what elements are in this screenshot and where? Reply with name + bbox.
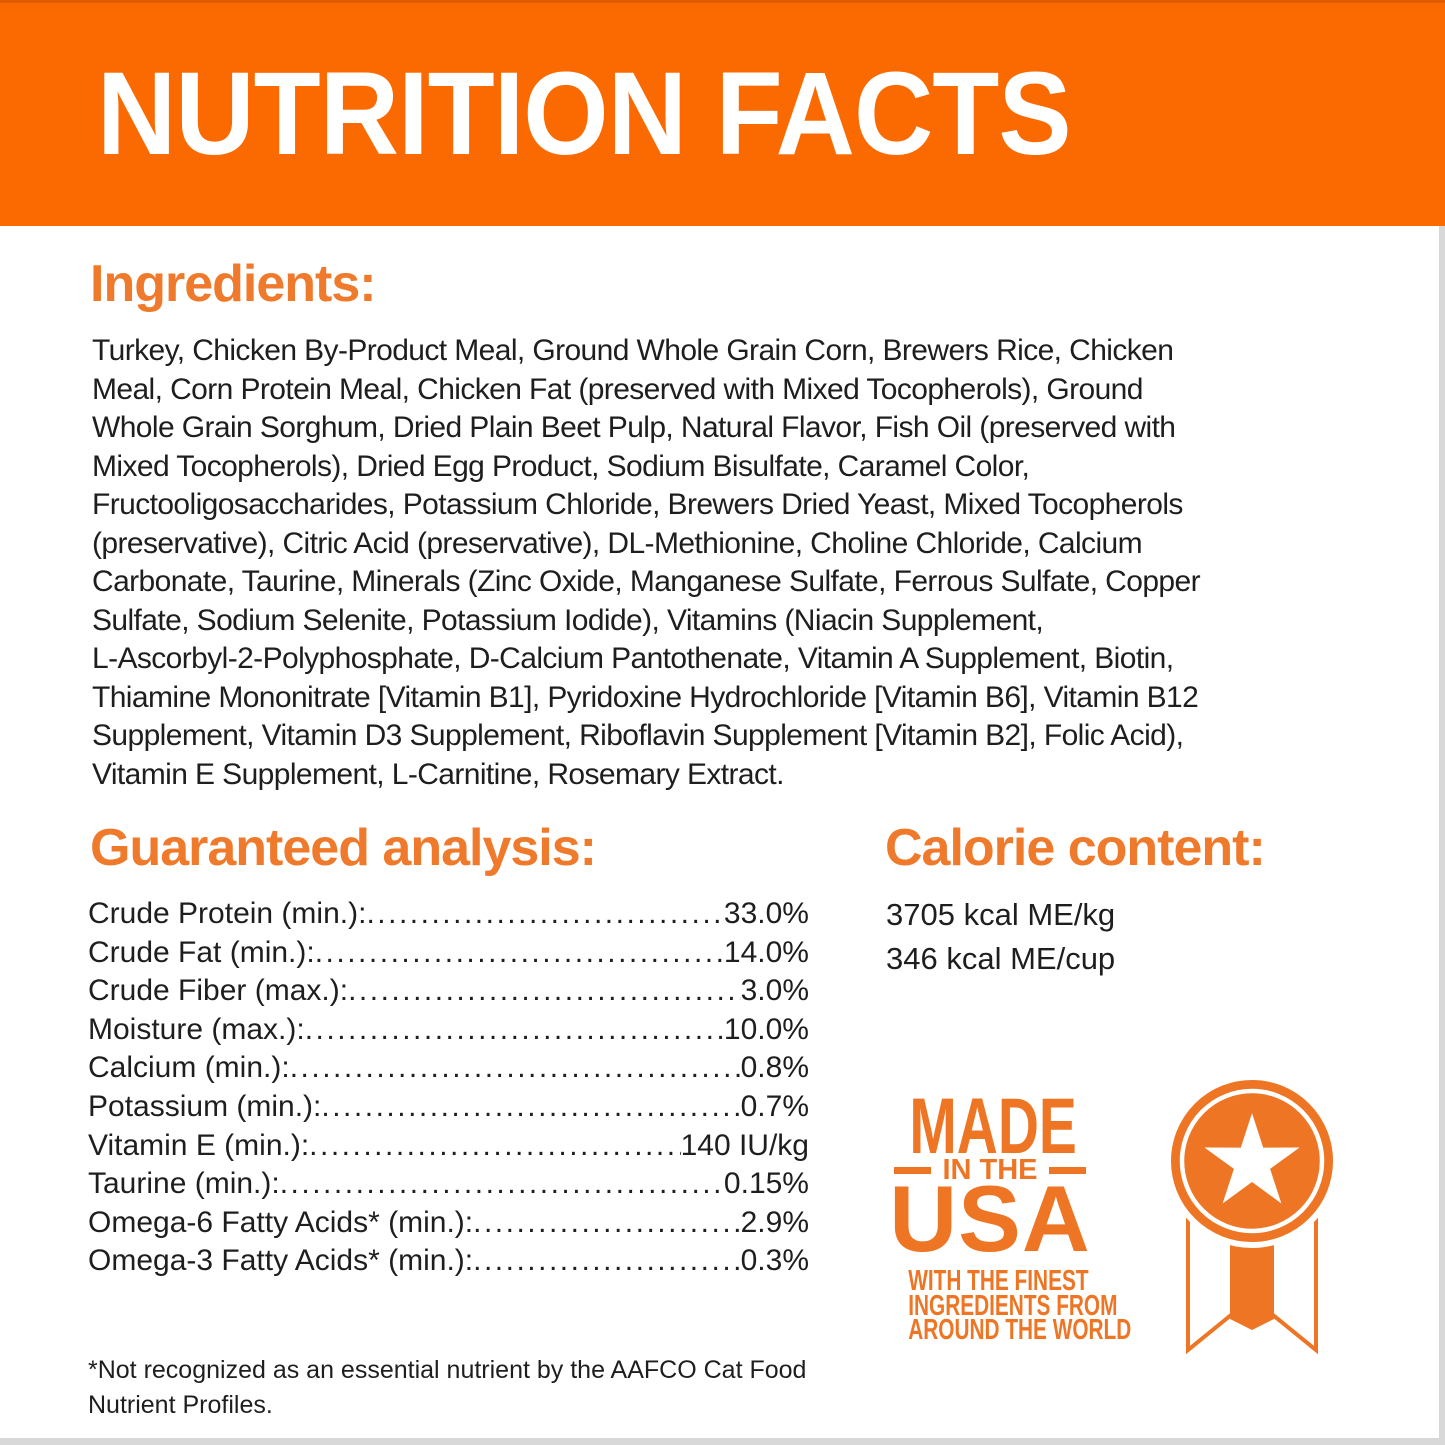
analysis-value: 0.3% xyxy=(740,1244,809,1278)
made-in-usa-badge: MADE IN THE USA WITH THE FINEST INGREDIE… xyxy=(878,1081,1132,1347)
calorie-content-heading: Calorie content: xyxy=(885,819,1266,877)
ingredients-line: Supplement, Vitamin D3 Supplement, Ribof… xyxy=(92,719,1184,752)
ingredients-line: Carbonate, Taurine, Minerals (Zinc Oxide… xyxy=(92,565,1201,598)
ingredients-line: Meal, Corn Protein Meal, Chicken Fat (pr… xyxy=(92,372,1143,406)
dot-leader xyxy=(290,1049,741,1088)
analysis-value: 140 IU/kg xyxy=(680,1128,809,1162)
right-dash-icon xyxy=(1048,1166,1086,1174)
analysis-row: Moisture (max.): 10.0% xyxy=(88,1011,809,1050)
dot-leader xyxy=(366,895,723,934)
award-ribbon-icon xyxy=(1168,1077,1336,1355)
analysis-label: Crude Protein (min.): xyxy=(88,897,367,930)
left-dash-icon xyxy=(894,1166,932,1174)
analysis-row: Vitamin E (min.): 140 IU/kg xyxy=(88,1127,809,1166)
analysis-label: Crude Fiber (max.): xyxy=(88,974,349,1008)
dot-leader xyxy=(315,934,724,973)
dot-leader xyxy=(473,1204,741,1243)
calorie-line: 346 kcal ME/cup xyxy=(886,941,1116,976)
analysis-label: Calcium (min.): xyxy=(88,1051,290,1085)
analysis-value: 2.9% xyxy=(740,1205,809,1239)
analysis-row: Crude Fiber (max.): 3.0% xyxy=(88,972,809,1011)
dot-leader xyxy=(305,1011,724,1050)
ingredients-line: Turkey, Chicken By-Product Meal, Ground … xyxy=(92,334,1174,367)
analysis-label: Vitamin E (min.): xyxy=(88,1128,310,1162)
analysis-value: 0.8% xyxy=(740,1051,809,1085)
ingredients-line: Mixed Tocopherols), Dried Egg Product, S… xyxy=(92,449,1030,483)
header-band: NUTRITION FACTS xyxy=(0,0,1445,226)
analysis-label: Taurine (min.): xyxy=(88,1167,280,1201)
footnote-line: Nutrient Profiles. xyxy=(88,1391,273,1419)
dot-leader xyxy=(473,1242,741,1281)
analysis-label: Omega-6 Fatty Acids* (min.): xyxy=(88,1205,474,1239)
guaranteed-analysis-table: Crude Protein (min.): 33.0% Crude Fat (mi… xyxy=(88,895,809,1281)
analysis-label: Crude Fat (min.): xyxy=(88,935,315,969)
dot-leader xyxy=(348,972,741,1011)
dot-leader xyxy=(309,1127,680,1166)
dot-leader xyxy=(280,1165,724,1204)
footnote-line: *Not recognized as an essential nutrient… xyxy=(88,1356,807,1384)
analysis-value: 0.15% xyxy=(723,1167,809,1201)
badge-tagline-line: AROUND THE WORLD xyxy=(908,1314,1132,1347)
ingredients-line: Whole Grain Sorghum, Dried Plain Beet Pu… xyxy=(92,411,1176,444)
ingredients-line: Thiamine Mononitrate [Vitamin B1], Pyrid… xyxy=(92,680,1199,714)
analysis-row: Omega-6 Fatty Acids* (min.): 2.9% xyxy=(88,1204,809,1243)
ingredients-line: Fructooligosaccharides, Potassium Chlori… xyxy=(92,488,1183,521)
analysis-label: Omega-3 Fatty Acids* (min.): xyxy=(88,1244,474,1278)
ingredients-line: (preservative), Citric Acid (preservativ… xyxy=(92,526,1143,560)
analysis-value: 14.0% xyxy=(723,935,809,969)
badge-usa-text: USA xyxy=(889,1166,1091,1271)
calorie-content: 3705 kcal ME/kg 346 kcal ME/cup xyxy=(886,893,1115,981)
badge-in-the-row: IN THE xyxy=(878,1154,1102,1186)
ingredients-line: Sulfate, Sodium Selenite, Potassium Iodi… xyxy=(92,603,1044,637)
dot-leader xyxy=(321,1088,740,1127)
analysis-row: Crude Protein (min.): 33.0% xyxy=(88,895,809,934)
label-right-edge xyxy=(1439,226,1445,1445)
calorie-line: 3705 kcal ME/kg xyxy=(886,897,1116,932)
ingredients-line: Vitamin E Supplement, L-Carnitine, Rosem… xyxy=(92,757,784,791)
footnote: *Not recognized as an essential nutrient… xyxy=(88,1353,806,1423)
ingredients-paragraph: Turkey, Chicken By-Product Meal, Ground … xyxy=(92,332,1201,794)
analysis-value: 33.0% xyxy=(723,897,809,930)
analysis-row: Omega-3 Fatty Acids* (min.): 0.3% xyxy=(88,1242,809,1281)
label-bottom-edge xyxy=(0,1438,1445,1445)
analysis-value: 10.0% xyxy=(723,1012,809,1046)
guaranteed-analysis-heading: Guaranteed analysis: xyxy=(90,819,597,877)
analysis-label: Moisture (max.): xyxy=(88,1012,305,1046)
analysis-row: Calcium (min.): 0.8% xyxy=(88,1049,809,1088)
ingredients-line: L-Ascorbyl-2-Polyphosphate, D-Calcium Pa… xyxy=(92,642,1174,675)
analysis-label: Potassium (min.): xyxy=(88,1089,322,1123)
analysis-row: Taurine (min.): 0.15% xyxy=(88,1165,809,1204)
badge-tagline: WITH THE FINEST INGREDIENTS FROM AROUND … xyxy=(908,1265,1132,1347)
analysis-value: 3.0% xyxy=(740,974,809,1008)
analysis-row: Crude Fat (min.): 14.0% xyxy=(88,934,809,973)
analysis-row: Potassium (min.): 0.7% xyxy=(88,1088,809,1127)
ingredients-heading: Ingredients: xyxy=(90,255,377,313)
page-title: NUTRITION FACTS xyxy=(97,48,1072,180)
badge-in-the-text: IN THE xyxy=(942,1154,1038,1186)
analysis-value: 0.7% xyxy=(740,1089,809,1123)
badge-made-text: MADE xyxy=(909,1081,1077,1170)
badge-tagline-line: WITH THE FINEST xyxy=(908,1265,1089,1297)
